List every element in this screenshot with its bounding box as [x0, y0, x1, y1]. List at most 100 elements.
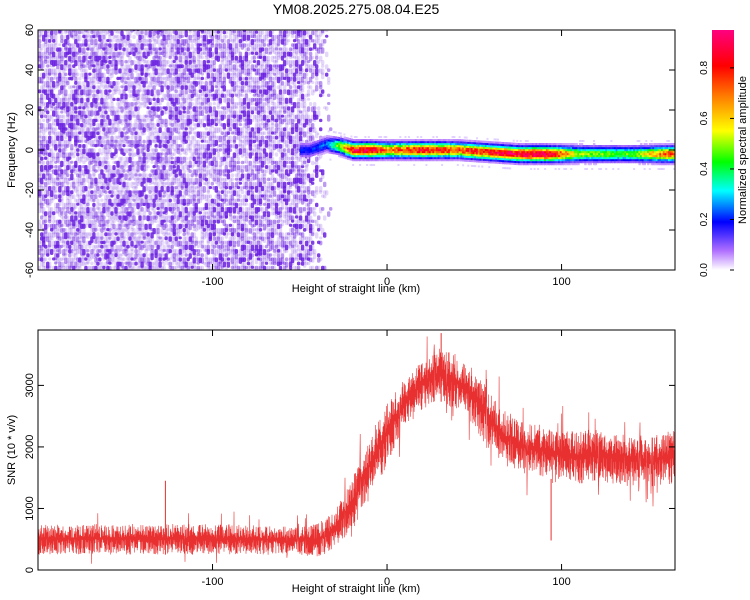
spectrogram-noise-cell [106, 223, 110, 228]
spectrogram-noise-cell [138, 85, 142, 92]
spectrogram-noise-cell [68, 156, 72, 160]
spectrogram-noise-cell [50, 127, 54, 133]
spectrogram-noise-cell [38, 160, 42, 164]
spectrogram-noise-cell [72, 51, 76, 57]
spectrogram-noise-cell [88, 244, 92, 249]
spectrogram-noise-cell [64, 232, 68, 240]
spectrogram-noise-cell [70, 207, 74, 212]
spectrogram-noise-cell [46, 244, 50, 249]
spectrogram-noise-cell [160, 152, 164, 156]
spectrogram-noise-cell [70, 30, 74, 38]
spectrogram-noise-cell [40, 55, 44, 61]
spectrogram-noise-cell [58, 76, 62, 82]
spectrogram-noise-cell [76, 186, 80, 192]
spectrogram-noise-cell [40, 202, 44, 209]
spectrogram-noise-cell [68, 228, 72, 235]
spectrogram-noise-cell [40, 93, 44, 100]
spectrogram-noise-cell [70, 72, 74, 80]
spectrogram-noise-cell [60, 186, 64, 191]
spectrogram-noise-cell [60, 265, 64, 270]
spectrogram-noise-cell [184, 89, 188, 95]
spectrogram-noise-cell [122, 144, 126, 148]
spectrogram-noise-cell [92, 207, 96, 212]
spectrogram-noise-cell [42, 139, 46, 144]
spectrogram-noise-cell [38, 118, 42, 125]
spectrogram-noise-cell [62, 85, 66, 90]
spectrogram-noise-cell [50, 249, 54, 255]
spectrogram-noise-cell [44, 55, 48, 62]
spectrogram-noise-cell [52, 102, 56, 106]
spectrogram-noise-cell [64, 253, 68, 257]
spectrogram-noise-cell [58, 152, 62, 159]
spectrogram-noise-cell [68, 249, 72, 254]
spectrogram-noise-cell [48, 173, 52, 181]
spectrogram-noise-cell [48, 236, 52, 242]
spectrogram-noise-cell [180, 60, 184, 64]
spectrogram-noise-cell [166, 60, 170, 64]
spectrogram-noise-cell [66, 207, 70, 213]
spectrogram-noise-cell [58, 261, 62, 267]
spectrogram-noise-cell [62, 97, 66, 103]
spectrogram-noise-cell [38, 202, 42, 208]
spectrogram-noise-cell [62, 68, 66, 74]
spectrogram-noise-cell [116, 81, 120, 86]
spectrogram-noise-cell [70, 194, 74, 200]
spectrogram-noise-cell [92, 148, 96, 153]
spectrogram-noise-cell [226, 232, 231, 236]
spectrogram-noise-cell [56, 165, 60, 170]
spectrogram-noise-cell [50, 228, 54, 232]
spectrogram-noise-cell [54, 85, 58, 89]
spectrogram-noise-cell [70, 169, 74, 174]
spectrogram-noise-cell [198, 249, 202, 253]
spectrogram-noise-cell [40, 139, 44, 146]
spectrogram-noise-cell [50, 97, 54, 103]
spectrogram-noise-cell [134, 85, 138, 89]
spectrogram-noise-cell [88, 169, 92, 173]
spectrogram-noise-cell [46, 123, 50, 130]
spectrogram-noise-cell [58, 211, 62, 217]
spectrogram-noise-cell [50, 68, 54, 75]
spectrogram-noise-cell [44, 249, 48, 255]
spectrogram-noise-cell [48, 219, 52, 224]
spectrogram-noise-cell [62, 228, 66, 232]
spectrogram-noise-cell [62, 160, 66, 166]
spectrogram-noise-cell [140, 207, 144, 212]
spectrogram-noise-cell [228, 135, 233, 142]
spectrogram-noise-cell [94, 194, 98, 200]
spectrogram-noise-cell [40, 232, 44, 237]
spectrogram-noise-cell [62, 148, 66, 155]
spectrogram-noise-cell [54, 190, 58, 194]
spectrogram-noise-cell [74, 240, 78, 246]
spectrogram-noise-cell [60, 81, 64, 85]
spectrogram-noise-cell [60, 47, 64, 53]
spectrogram-noise-cell [58, 249, 62, 255]
spectrogram-noise-cell [86, 51, 90, 56]
spectrogram-noise-cell [40, 47, 44, 51]
spectrogram-noise-cell [54, 139, 58, 145]
spectrogram-noise-cell [38, 89, 42, 94]
spectrogram-noise-cell [148, 211, 152, 216]
spectrogram-noise-cell [200, 76, 204, 81]
spectrogram-noise-cell [48, 144, 52, 148]
spectrogram-noise-cell [60, 181, 64, 188]
spectrogram-noise-cell [60, 135, 64, 142]
spectrogram-noise-cell [218, 97, 222, 104]
spectrogram-noise-cell [58, 72, 62, 79]
spectrogram-noise-cell [62, 261, 66, 267]
spectrogram-noise-cell [48, 131, 52, 136]
spectrogram-noise-cell [122, 34, 126, 40]
spectrogram-noise-cell [76, 152, 80, 157]
spectrogram-noise-cell [62, 72, 66, 79]
spectrogram-noise-cell [54, 169, 58, 176]
spectrogram-noise-cell [122, 257, 126, 261]
spectrogram-noise-cell [52, 131, 56, 136]
spectrogram-noise-cell [64, 215, 68, 219]
spectrogram-noise-cell [54, 228, 58, 235]
spectrogram-noise-cell [46, 173, 50, 181]
spectrogram-noise-cell [60, 34, 64, 40]
spectrogram-noise-cell [40, 215, 44, 220]
spectrogram-noise-cell [48, 135, 52, 141]
spectrogram-noise-cell [68, 232, 72, 239]
spectrogram-noise-cell [66, 160, 70, 166]
spectrogram-noise-cell [174, 55, 178, 61]
